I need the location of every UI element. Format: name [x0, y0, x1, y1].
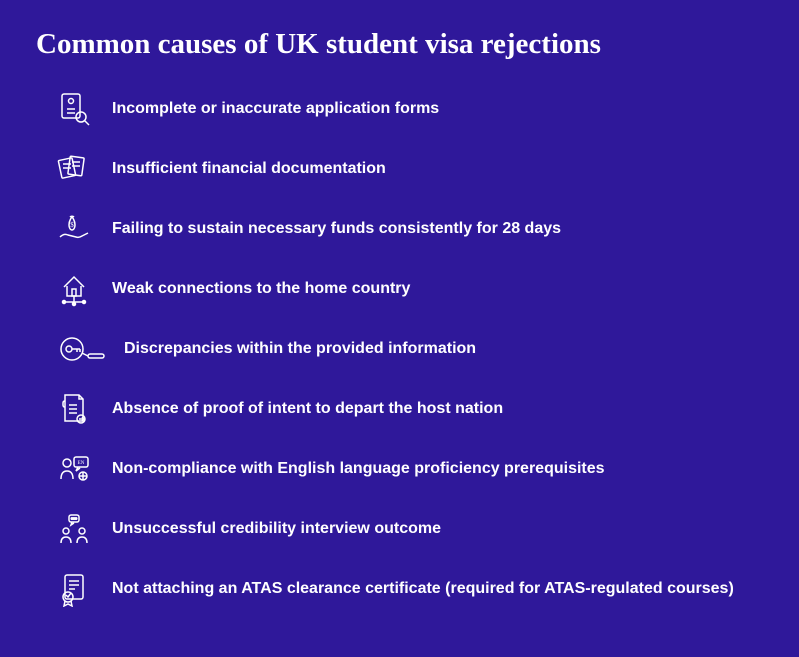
- list-item-label: Absence of proof of intent to depart the…: [100, 398, 503, 420]
- form-magnify-icon: [56, 89, 100, 129]
- list-item: Not attaching an ATAS clearance certific…: [56, 569, 763, 609]
- svg-text:$: $: [70, 221, 74, 229]
- list-item-label: Non-compliance with English language pro…: [100, 458, 605, 480]
- list-item-label: Failing to sustain necessary funds consi…: [100, 218, 561, 240]
- house-network-icon: [56, 269, 100, 309]
- svg-text:EN: EN: [78, 461, 85, 466]
- list-item: Weak connections to the home country: [56, 269, 763, 309]
- list-item: Incomplete or inaccurate application for…: [56, 89, 763, 129]
- document-exit-icon: [56, 389, 100, 429]
- page-title: Common causes of UK student visa rejecti…: [36, 28, 763, 61]
- list-item: Unsuccessful credibility interview outco…: [56, 509, 763, 549]
- list-item-label: Unsuccessful credibility interview outco…: [100, 518, 441, 540]
- list-item: Absence of proof of intent to depart the…: [56, 389, 763, 429]
- list-item-label: Weak connections to the home country: [100, 278, 410, 300]
- language-person-icon: EN: [56, 449, 100, 489]
- list-item-label: Not attaching an ATAS clearance certific…: [100, 578, 734, 600]
- list-item-label: Incomplete or inaccurate application for…: [100, 98, 439, 120]
- infographic-container: Common causes of UK student visa rejecti…: [0, 0, 799, 657]
- list-item: Discrepancies within the provided inform…: [56, 329, 763, 369]
- documents-stack-icon: [56, 149, 100, 189]
- money-hand-icon: $: [56, 209, 100, 249]
- list-item: EN Non-compliance with English language …: [56, 449, 763, 489]
- interview-people-icon: [56, 509, 100, 549]
- list-item-label: Discrepancies within the provided inform…: [112, 338, 476, 360]
- list-item: $ Failing to sustain necessary funds con…: [56, 209, 763, 249]
- magnify-key-icon: [56, 329, 112, 369]
- causes-list: Incomplete or inaccurate application for…: [36, 89, 763, 609]
- list-item-label: Insufficient financial documentation: [100, 158, 386, 180]
- list-item: Insufficient financial documentation: [56, 149, 763, 189]
- certificate-icon: [56, 569, 100, 609]
